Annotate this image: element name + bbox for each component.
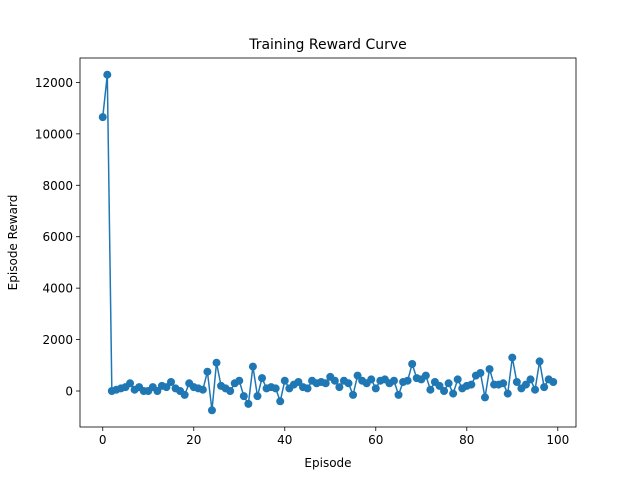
data-point <box>512 378 521 386</box>
y-axis-label: Episode Reward <box>6 195 20 291</box>
data-point <box>162 383 171 392</box>
y-tick-label: 4000 <box>42 282 73 296</box>
y-tick-label: 10000 <box>35 127 73 141</box>
plot-area <box>98 70 558 415</box>
data-point <box>421 371 430 380</box>
data-point <box>349 390 358 399</box>
data-point <box>248 362 257 371</box>
data-point <box>330 376 339 385</box>
x-tick-label: 0 <box>99 433 107 447</box>
x-tick-label: 20 <box>186 433 201 447</box>
data-point <box>485 365 494 374</box>
data-point <box>467 380 476 389</box>
x-tick-label: 100 <box>546 433 569 447</box>
data-point <box>549 378 558 386</box>
data-point <box>335 383 344 392</box>
data-point <box>394 390 403 399</box>
data-point <box>303 384 312 393</box>
data-point <box>244 399 253 408</box>
axes-frame <box>79 57 577 428</box>
data-point <box>98 113 107 122</box>
data-point <box>253 392 262 401</box>
data-point <box>508 353 517 362</box>
y-tick-label: 8000 <box>42 179 73 193</box>
data-point <box>435 381 444 390</box>
data-point <box>535 357 544 366</box>
data-point <box>258 374 267 383</box>
data-point <box>198 385 207 394</box>
x-tick-label: 40 <box>277 433 292 447</box>
data-point <box>403 376 412 385</box>
data-point <box>294 378 303 386</box>
data-point <box>207 406 216 415</box>
data-point <box>480 393 489 402</box>
data-point <box>408 360 417 368</box>
data-point <box>226 387 235 395</box>
y-tick-label: 0 <box>65 385 73 399</box>
data-point <box>203 367 212 376</box>
y-tick-label: 2000 <box>42 333 73 347</box>
data-point <box>531 385 540 394</box>
data-point <box>444 379 453 388</box>
data-point <box>367 375 376 384</box>
data-point <box>212 358 221 367</box>
data-point <box>153 387 162 395</box>
data-point <box>321 379 330 388</box>
data-point <box>103 70 112 79</box>
x-axis-label: Episode <box>304 456 351 470</box>
data-point <box>235 376 244 385</box>
x-tick-label: 60 <box>368 433 383 447</box>
data-point <box>521 380 530 389</box>
data-point <box>499 379 508 388</box>
data-point <box>526 375 535 384</box>
y-tick-label: 12000 <box>35 76 73 90</box>
data-point <box>344 379 353 388</box>
data-point <box>271 384 280 393</box>
data-point <box>453 375 462 384</box>
data-point <box>276 397 285 406</box>
data-point <box>540 383 549 392</box>
data-point <box>180 390 189 399</box>
data-point <box>389 376 398 385</box>
data-point <box>426 385 435 394</box>
data-point <box>280 376 289 385</box>
chart-title: Training Reward Curve <box>248 37 407 53</box>
data-point <box>503 389 512 398</box>
axis-ticks: 0 20 40 60 80 100 0 2000 4000 6000 8000 10000 12000 <box>35 76 569 447</box>
y-tick-label: 6000 <box>42 230 73 244</box>
data-point <box>449 389 458 398</box>
data-point <box>126 379 135 388</box>
data-point <box>476 369 485 377</box>
data-point <box>440 387 449 395</box>
data-point <box>371 384 380 393</box>
data-point <box>239 392 248 401</box>
data-point <box>167 378 176 386</box>
data-point <box>353 371 362 380</box>
x-tick-label: 80 <box>459 433 474 447</box>
